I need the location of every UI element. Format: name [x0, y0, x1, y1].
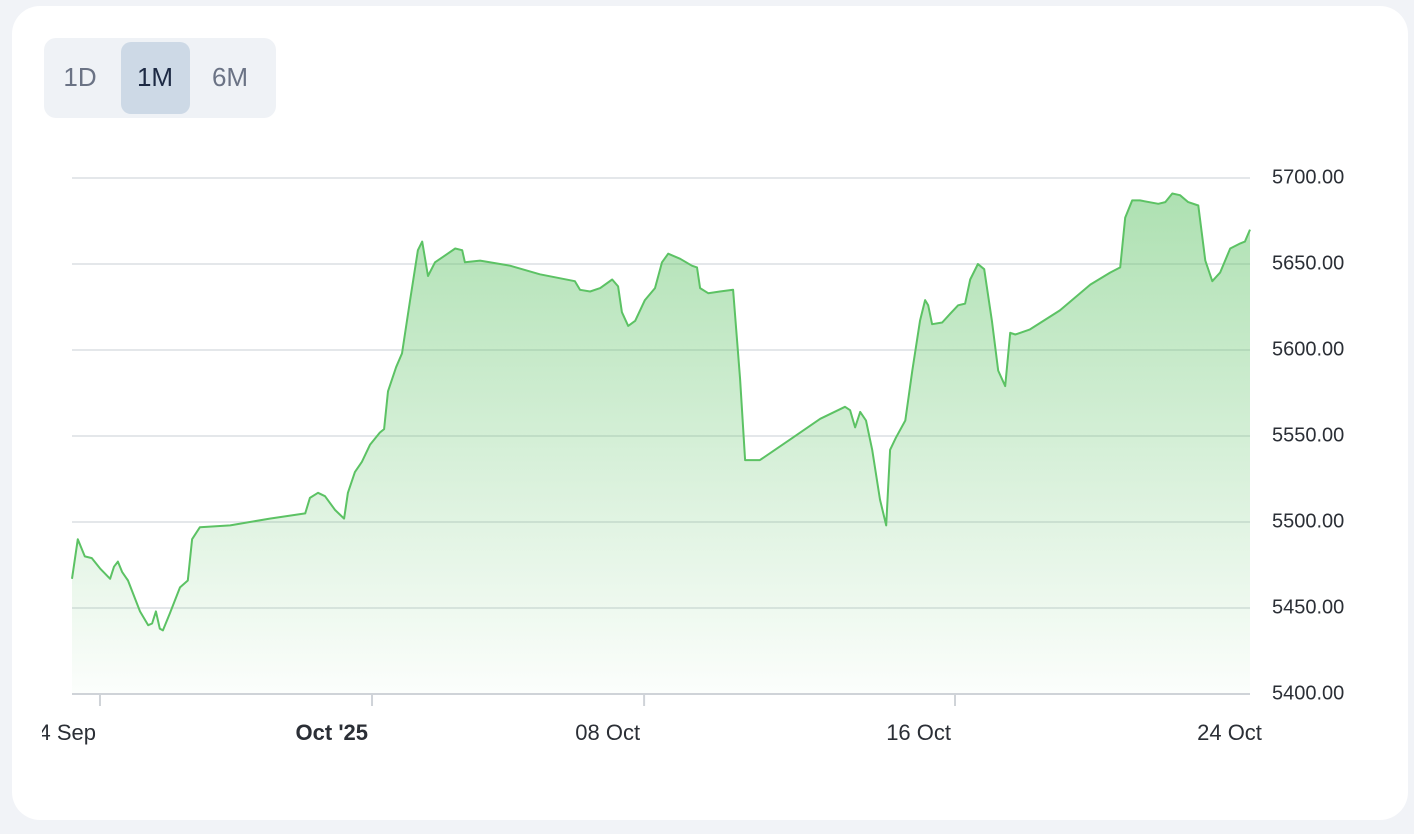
range-button[interactable]: 1M — [137, 62, 173, 92]
y-tick-label: 5650.00 — [1272, 252, 1344, 274]
y-tick-label: 5400.00 — [1272, 682, 1344, 704]
price-line — [71, 192, 1251, 632]
range-button[interactable]: 6M — [212, 62, 248, 92]
x-tick-label: 24 Oct — [1197, 720, 1262, 745]
y-tick-label: 5450.00 — [1272, 596, 1344, 618]
x-tick-label: 24 Sep — [26, 720, 96, 745]
area — [72, 193, 1250, 694]
y-tick-label: 5600.00 — [1272, 338, 1344, 360]
x-tick-label: 16 Oct — [886, 720, 951, 745]
range-button[interactable]: 1D — [63, 62, 96, 92]
y-tick-label: 5700.00 — [1272, 166, 1344, 188]
y-tick-label: 5550.00 — [1272, 424, 1344, 446]
x-tick-label: 08 Oct — [575, 720, 640, 745]
x-tick-label: Oct '25 — [296, 720, 369, 745]
range-button-active[interactable] — [121, 42, 190, 114]
y-tick-label: 5500.00 — [1272, 510, 1344, 532]
